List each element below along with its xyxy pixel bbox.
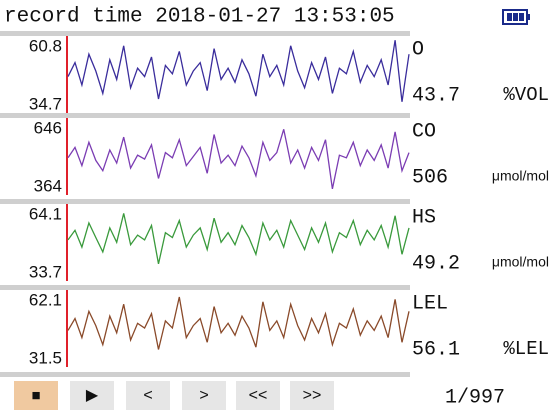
control-label[interactable]: > (199, 387, 208, 404)
control-label[interactable]: ▶ (86, 387, 99, 404)
unit: %LEL (503, 338, 549, 360)
control-button[interactable] (290, 381, 334, 410)
control-button[interactable] (14, 381, 58, 410)
y-tick-label: 31.5 (29, 348, 62, 367)
control-label[interactable]: >> (303, 387, 322, 404)
signal-line (67, 296, 410, 350)
control-button[interactable] (182, 381, 226, 410)
separator (0, 372, 410, 377)
y-tick-label: 60.8 (29, 36, 62, 55)
y-tick-label: 34.7 (29, 94, 62, 113)
unit: μmol/mol (492, 254, 549, 270)
gas-name: HS (412, 206, 436, 229)
signal-line (67, 129, 410, 190)
y-tick-label: 646 (34, 118, 62, 137)
battery-icon (502, 9, 530, 25)
signal-line (67, 213, 410, 265)
control-label[interactable]: << (249, 387, 268, 404)
y-tick-label: 64.1 (29, 204, 62, 223)
separator (0, 199, 410, 204)
y-tick-label: 62.1 (29, 290, 62, 309)
control-button[interactable] (236, 381, 280, 410)
gas-name: CO (412, 120, 436, 143)
control-button[interactable] (126, 381, 170, 410)
current-value: 49.2 (412, 252, 460, 275)
record-time: record time 2018-01-27 13:53:05 (4, 6, 395, 29)
current-value: 43.7 (412, 84, 460, 107)
gas-name: LEL (412, 292, 448, 315)
y-tick-label: 364 (34, 176, 62, 195)
separator (0, 31, 410, 36)
control-label[interactable]: < (143, 387, 152, 404)
current-value: 56.1 (412, 338, 460, 361)
current-value: 506 (412, 166, 448, 189)
signal-line (67, 40, 410, 102)
control-label[interactable]: ■ (31, 387, 40, 404)
y-tick-label: 33.7 (29, 262, 62, 281)
control-button[interactable] (70, 381, 114, 410)
unit: %VOL (503, 84, 549, 106)
page-counter: 1/997 (445, 386, 505, 409)
unit: μmol/mol (492, 168, 549, 184)
separator (0, 285, 410, 290)
gas-name: O (412, 38, 424, 61)
separator (0, 113, 410, 118)
